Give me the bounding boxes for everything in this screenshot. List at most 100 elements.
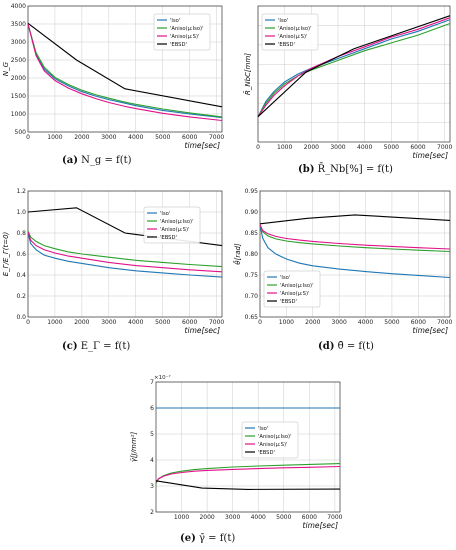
y-tick-label-a-5: 3000 — [11, 39, 26, 46]
y-tick-label-a-7: 4000 — [11, 3, 26, 10]
x-tick-label-e-5: 6000 — [302, 514, 317, 521]
x-tick-label-b-3: 3000 — [330, 144, 345, 151]
x-tick-label-e-0: 1000 — [174, 514, 189, 521]
y-tick-label-d-4: 0.85 — [245, 230, 259, 237]
legend-label-b-2: 'Aniso(μ:S)' — [278, 34, 307, 40]
y-tick-label-d-2: 0.75 — [245, 272, 259, 279]
y-tick-label-a-1: 1000 — [11, 111, 26, 118]
legend-label-b-3: 'EBSD' — [278, 42, 295, 48]
caption-e-text: γ̄ = f(t) — [199, 533, 236, 544]
legend-box-d — [263, 270, 321, 308]
x-tick-label-d-3: 3000 — [332, 319, 347, 326]
legend-label-b-1: 'Aniso(μ:Iso)' — [278, 26, 312, 32]
plot-frame-a — [27, 5, 223, 133]
x-tick-label-c-4: 4000 — [128, 319, 143, 326]
y-tick-label-a-2: 1500 — [11, 93, 26, 100]
y-tick-label-c-1: 0.2 — [16, 293, 26, 300]
x-tick-label-c-1: 1000 — [47, 319, 62, 326]
caption-b: (b) R̄_Nb[%] = f(t) — [298, 164, 393, 175]
chart-panel-c: 0 1000 2000 3000 4000 5000 6000 7000 0.0 0.2 0.4 0.… — [0, 185, 228, 360]
legend-e: 'Iso' 'Aniso(μ:Iso)' 'Aniso(μ:S)' 'EBSD' — [241, 421, 299, 459]
caption-e: (e) γ̄ = f(t) — [180, 533, 235, 544]
x-tick-label-a-2: 2000 — [74, 134, 89, 141]
x-axis-label-e: time[sec] — [303, 521, 339, 530]
caption-a-tag: (a) — [62, 155, 78, 166]
y-axis-label-b: R̄_NbC[mm] — [243, 53, 252, 95]
legend-label-a-2: 'Aniso(μ:S)' — [170, 34, 199, 40]
x-tick-label-e-4: 5000 — [276, 514, 291, 521]
x-tick-label-b-7: 7000 — [437, 144, 452, 151]
legend-label-e-0: 'Iso' — [258, 426, 268, 432]
x-tick-label-a-0: 0 — [26, 134, 30, 141]
series-line-e-3 — [155, 480, 341, 490]
x-tick-label-c-0: 0 — [26, 319, 30, 326]
caption-c-text: E_Γ = f(t) — [80, 341, 131, 352]
y-axis-label-c: E_Γ/E_Γ(t=0) — [2, 231, 10, 276]
caption-c-tag: (c) — [62, 341, 78, 352]
chart-e: 1000 2000 3000 4000 5000 6000 7000 2 3 4 5 6 7 time[s… — [130, 374, 343, 530]
series-line-d-0 — [259, 224, 451, 279]
x-tick-label-a-3: 3000 — [101, 134, 116, 141]
y-tick-label-c-2: 0.4 — [16, 272, 26, 279]
x-tick-label-a-1: 1000 — [47, 134, 62, 141]
plot-frame-b — [257, 5, 451, 143]
x-tick-label-b-5: 5000 — [384, 144, 399, 151]
y-tick-label-d-1: 0.70 — [245, 293, 259, 300]
chart-c: 0 1000 2000 3000 4000 5000 6000 7000 0.0 0.2 0.4 0.… — [2, 188, 224, 335]
legend-box-b — [261, 13, 319, 51]
series-line-b-2 — [257, 17, 451, 118]
legend-label-e-1: 'Aniso(μ:Iso)' — [258, 434, 292, 440]
x-tick-label-b-4: 4000 — [357, 144, 372, 151]
x-tick-label-c-6: 6000 — [182, 319, 197, 326]
series-line-d-3 — [259, 214, 451, 225]
series-line-a-1 — [27, 23, 223, 118]
x-tick-label-e-6: 7000 — [327, 514, 342, 521]
y-tick-label-a-0: 500 — [15, 129, 27, 136]
x-tick-label-d-4: 4000 — [358, 319, 373, 326]
legend-label-d-0: 'Iso' — [280, 275, 290, 281]
plot-frame-e — [155, 381, 341, 513]
y-tick-label-c-6: 1.2 — [16, 188, 26, 195]
series-line-e-2 — [155, 465, 341, 483]
x-axis-label-c: time[sec] — [185, 326, 221, 335]
chart-panel-a: 0 1000 2000 3000 4000 5000 6000 7000 500 1000 1500… — [0, 0, 228, 175]
y-axis-label-a: N_G — [2, 61, 10, 76]
caption-b-tag: (b) — [298, 164, 315, 175]
legend-label-a-1: 'Aniso(μ:Iso)' — [170, 26, 204, 32]
x-tick-label-d-5: 5000 — [384, 319, 399, 326]
x-tick-label-b-2: 2000 — [304, 144, 319, 151]
y-tick-label-d-6: 0.95 — [245, 188, 259, 195]
series-line-c-0 — [27, 232, 223, 278]
y-tick-label-e-2: 4 — [150, 457, 154, 464]
y-tick-label-e-4: 6 — [150, 405, 154, 412]
caption-a: (a) N_g = f(t) — [62, 155, 132, 166]
y-tick-label-d-5: 0.90 — [245, 209, 259, 216]
y-tick-label-e-1: 3 — [150, 483, 154, 490]
x-tick-label-c-3: 3000 — [101, 319, 116, 326]
caption-d-tag: (d) — [318, 341, 335, 352]
series-line-d-1 — [259, 224, 451, 253]
y-tick-label-e-3: 5 — [150, 431, 154, 438]
legend-label-e-3: 'EBSD' — [258, 450, 275, 456]
legend-box-e — [241, 421, 299, 459]
x-tick-label-d-0: 0 — [258, 319, 262, 326]
y-tick-label-c-3: 0.6 — [16, 251, 26, 258]
y-tick-label-c-0: 0.0 — [16, 314, 26, 321]
series-line-a-2 — [27, 23, 223, 122]
y-tick-label-a-4: 2500 — [11, 57, 26, 64]
x-tick-label-e-2: 3000 — [225, 514, 240, 521]
series-line-c-1 — [27, 230, 223, 268]
legend-box-c — [143, 206, 201, 244]
legend-label-a-3: 'EBSD' — [170, 42, 187, 48]
caption-a-text: N_g = f(t) — [81, 155, 132, 166]
grid-d: 0 1000 2000 3000 4000 5000 6000 7000 0.65 0.70 0.7… — [245, 188, 453, 326]
y-tick-label-d-0: 0.65 — [245, 314, 259, 321]
legend-label-e-2: 'Aniso(μ:S)' — [258, 442, 287, 448]
chart-d: 0 1000 2000 3000 4000 5000 6000 7000 0.65 0.70 0.7… — [233, 188, 453, 335]
series-line-b-3 — [257, 15, 451, 118]
y-tick-label-e-0: 2 — [150, 509, 154, 516]
x-tick-label-e-1: 2000 — [199, 514, 214, 521]
x-tick-label-b-6: 6000 — [410, 144, 425, 151]
x-axis-label-a: time[sec] — [185, 141, 221, 150]
